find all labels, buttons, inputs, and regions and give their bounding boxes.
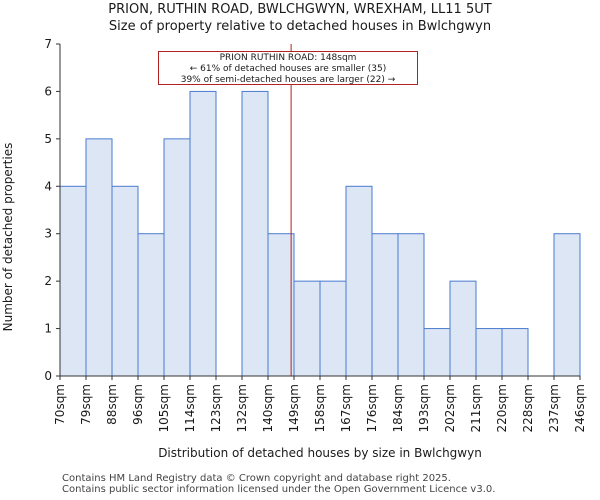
bar-220sqm	[501, 328, 529, 377]
annotation-line-2: ← 61% of detached houses are smaller (35…	[189, 64, 387, 74]
x-tick-label-193sqm: 193sqm	[417, 384, 431, 432]
y-tick-label-4: 4	[44, 179, 52, 193]
x-tick-label-228sqm: 228sqm	[521, 384, 535, 432]
x-tick-label-96sqm: 96sqm	[131, 384, 145, 425]
y-tick-label-5: 5	[44, 132, 52, 146]
bar-105sqm	[163, 138, 191, 377]
bar-140sqm	[267, 233, 295, 377]
bar-176sqm	[371, 233, 399, 377]
x-tick-label-105sqm: 105sqm	[157, 384, 171, 432]
annotation-line-1: PRION RUTHIN ROAD: 148sqm	[219, 53, 357, 63]
y-tick-label-3: 3	[44, 227, 52, 241]
x-tick-label-184sqm: 184sqm	[391, 384, 405, 432]
bar-193sqm	[423, 328, 451, 377]
x-tick-label-211sqm: 211sqm	[469, 384, 483, 432]
x-tick-label-202sqm: 202sqm	[443, 384, 457, 432]
bar-114sqm	[189, 90, 217, 377]
x-tick-label-220sqm: 220sqm	[495, 384, 509, 432]
x-tick-label-237sqm: 237sqm	[547, 384, 561, 432]
y-tick-label-1: 1	[44, 322, 52, 336]
x-tick-label-149sqm: 149sqm	[287, 384, 301, 432]
chart-subtitle: Size of property relative to detached ho…	[108, 19, 492, 34]
y-axis-label: Number of detached properties	[1, 142, 15, 332]
x-tick-label-176sqm: 176sqm	[365, 384, 379, 432]
y-tick-label-0: 0	[44, 369, 52, 383]
y-tick-label-7: 7	[44, 37, 52, 51]
x-tick-label-158sqm: 158sqm	[313, 384, 327, 432]
x-tick-label-140sqm: 140sqm	[261, 384, 275, 432]
x-tick-label-88sqm: 88sqm	[105, 384, 119, 425]
bar-237sqm	[553, 233, 581, 377]
footer-line-1: Contains HM Land Registry data © Crown c…	[62, 473, 451, 484]
x-tick-label-123sqm: 123sqm	[209, 384, 223, 432]
bar-211sqm	[475, 328, 503, 377]
annotation-line-3: 39% of semi-detached houses are larger (…	[180, 75, 396, 85]
bar-158sqm	[319, 280, 347, 377]
chart-title: PRION, RUTHIN ROAD, BWLCHGWYN, WREXHAM, …	[108, 2, 492, 17]
y-tick-label-6: 6	[44, 84, 52, 98]
y-tick-label-2: 2	[44, 274, 52, 288]
bar-167sqm	[345, 185, 373, 377]
x-tick-label-114sqm: 114sqm	[183, 384, 197, 432]
footer-line-2: Contains public sector information licen…	[62, 484, 496, 495]
bar-149sqm	[293, 280, 321, 377]
x-tick-label-79sqm: 79sqm	[79, 384, 93, 425]
bar-184sqm	[397, 233, 425, 377]
bar-79sqm	[85, 138, 113, 377]
x-tick-label-246sqm: 246sqm	[573, 384, 587, 432]
bar-132sqm	[241, 90, 269, 377]
x-tick-label-167sqm: 167sqm	[339, 384, 353, 432]
bar-70sqm	[59, 185, 87, 377]
x-axis-label: Distribution of detached houses by size …	[158, 446, 482, 460]
bar-96sqm	[137, 233, 165, 377]
x-tick-label-132sqm: 132sqm	[235, 384, 249, 432]
annotation-box: PRION RUTHIN ROAD: 148sqm ← 61% of detac…	[158, 51, 418, 85]
bar-88sqm	[111, 185, 139, 377]
x-tick-label-70sqm: 70sqm	[53, 384, 67, 425]
bar-202sqm	[449, 280, 477, 377]
